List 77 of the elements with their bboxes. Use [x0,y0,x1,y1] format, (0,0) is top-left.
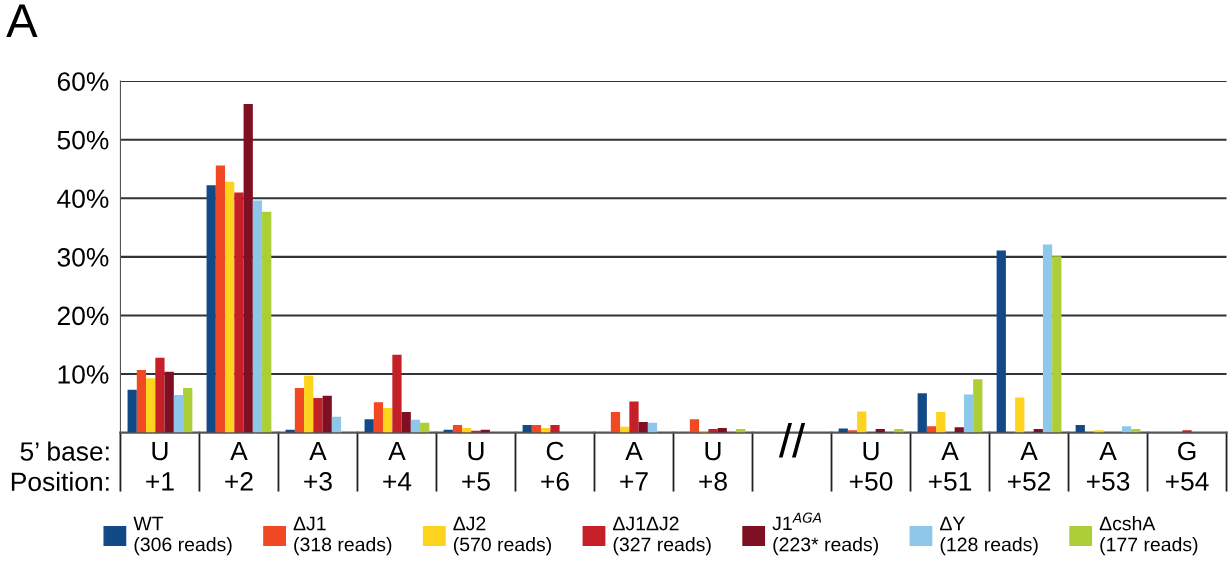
bar [206,185,216,433]
bar [996,250,1006,433]
x-tick-label: C +6 [541,441,569,491]
bar [522,425,532,433]
legend-label: ΔJ2 (570 reads) [453,516,551,556]
bar [689,419,700,433]
bar [1052,256,1062,433]
annotation: // [778,422,806,458]
legend-label: ΔJ1ΔJ2 (327 reads) [613,516,711,556]
bar [183,388,193,433]
x-tick-label: A +7 [620,441,648,491]
bar [1042,244,1053,433]
x-tick-label: U +8 [699,441,727,491]
bar [322,395,332,433]
y-tick-label: 30% [57,247,109,267]
bar [225,181,235,433]
bar [1121,426,1132,433]
bar [963,394,974,433]
bar [262,211,272,433]
bar [234,192,244,433]
legend-label: ΔJ1 (318 reads) [293,516,392,556]
bar [936,412,946,433]
bar [215,165,226,433]
chart-title: A [6,4,38,38]
bar [127,389,137,433]
bar [173,395,184,433]
bar [294,388,305,433]
bar [954,427,964,433]
y-tick-label: 50% [57,130,109,150]
bar [610,412,621,433]
legend-label: ΔcshA (177 reads) [1099,516,1198,556]
x-tick-label: A +53 [1086,441,1130,491]
bar [401,412,411,433]
x-tick-label: U +5 [462,441,490,491]
bar [1015,397,1025,433]
y-tick-label: 60% [57,72,109,91]
y-tick-label: 10% [58,365,109,384]
bar [926,426,937,433]
bar [331,416,342,433]
x-tick-label: A +2 [225,441,253,491]
bar [452,425,463,433]
bar [243,103,253,433]
x-tick-label: A +52 [1007,441,1051,491]
bar [146,378,156,433]
bar [708,429,718,433]
bar [638,422,648,433]
x-tick-label: A +51 [928,441,972,491]
bar [392,354,402,433]
text: 5’ base: Position: [11,441,109,492]
y-tick-label: 20% [57,306,109,326]
bar [164,371,174,433]
bar [973,379,983,433]
legend-label: J1$^{AGA}$ (223* reads) [772,512,878,556]
y-tick-label: 40% [57,189,109,209]
legend-label: ΔY (128 reads) [940,516,1038,556]
bar [857,411,867,433]
bar [373,402,384,433]
bar [383,408,393,433]
bar [629,401,639,433]
bar [917,393,927,433]
bar [155,357,165,433]
bar [364,419,374,433]
x-tick-label: A +4 [383,441,412,491]
x-tick-label: U +1 [146,441,174,491]
bar [550,425,560,433]
bar [313,398,323,433]
x-tick-label: U +50 [849,441,893,491]
bar [304,375,314,433]
x-tick-label: A +3 [304,441,332,491]
legend-label: WT (306 reads) [133,516,232,556]
bar [410,419,421,433]
bar [252,200,263,433]
bar [136,369,147,433]
bar [1075,425,1085,433]
bar [531,425,542,433]
x-tick-label: G +54 [1165,441,1209,491]
bar [1182,430,1192,433]
